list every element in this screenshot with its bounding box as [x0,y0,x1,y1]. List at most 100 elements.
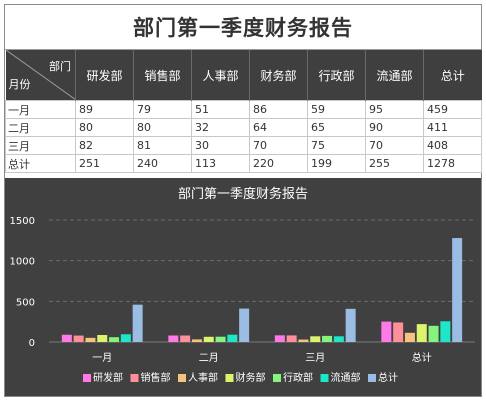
table-cell: 240 [133,154,192,173]
corner-label-month: 月份 [8,78,31,91]
table-cell: 82 [75,136,134,155]
bar [239,308,250,342]
table-cell: 86 [249,100,308,119]
table-row: 一月 89 79 51 86 59 95 459 [5,100,482,119]
bar [73,335,84,342]
y-tick-label: 1500 [10,216,35,227]
corner-label-department: 部门 [49,60,71,73]
table-cell: 95 [365,100,424,119]
table-cell: 220 [249,154,308,173]
bar [274,335,285,342]
bar [416,324,427,342]
bar [322,335,333,342]
legend-label: 行政部 [283,371,313,384]
table-header-row: 部门 月份 研发部 销售部 人事部 财务部 行政部 流通部 总计 [5,50,482,101]
bar [286,335,297,342]
legend-label: 销售部 [141,371,171,384]
legend-swatch [320,374,329,382]
table-cell: 65 [307,118,366,137]
column-header: 财务部 [249,50,308,101]
table-cell: 70 [365,136,424,155]
corner-diagonal [5,50,75,100]
bar [345,308,356,342]
x-category-label: 一月 [92,352,112,364]
row-label: 总计 [5,154,76,173]
y-tick-label: 0 [29,338,35,349]
bar [215,336,226,342]
table-cell: 251 [75,154,134,173]
bar [428,325,439,342]
row-label: 二月 [5,118,76,137]
table-cell: 1278 [423,154,482,173]
bar [120,334,131,342]
bar [132,304,143,342]
legend-label: 财务部 [236,371,266,384]
column-header: 人事部 [191,50,250,101]
table-cell: 408 [423,136,482,155]
bar [310,336,321,342]
table-cell: 89 [75,100,134,119]
column-header: 流通部 [365,50,424,101]
table-cell: 30 [191,136,250,155]
column-header: 行政部 [307,50,366,101]
table-row: 三月 82 81 30 70 75 70 408 [5,136,482,155]
table-cell: 59 [307,100,366,119]
bar [333,336,344,342]
legend-swatch [83,374,91,382]
chart-area: 部门第一季度财务报告 0 500 1000 1500 一月 二月 三月 总计 研发部 销售部 人事部财… [5,178,481,396]
legend-swatch [225,374,234,382]
table-cell: 51 [191,100,250,119]
table-cell: 113 [191,154,250,173]
x-category-label: 二月 [199,352,219,364]
legend-label: 研发部 [93,371,123,384]
column-header: 销售部 [133,50,192,101]
legend-swatch [130,374,139,382]
table-cell: 80 [133,118,192,137]
row-label: 一月 [5,100,76,119]
bar [180,335,191,342]
legend-label: 人事部 [188,371,218,384]
bar [85,337,96,342]
report-title-bar: 部门第一季度财务报告 [5,5,481,50]
column-header: 总计 [423,50,482,101]
bar [191,339,202,342]
report-frame: 部门第一季度财务报告 部门 月份 研发部 销售部 人事部 [4,4,482,397]
table-cell: 79 [133,100,192,119]
table-cell: 90 [365,118,424,137]
report-title: 部门第一季度财务报告 [133,16,353,40]
table-cell: 32 [191,118,250,137]
table-row: 二月 80 80 32 64 65 90 411 [5,118,482,137]
bar [393,322,404,342]
bar-chart: 部门第一季度财务报告050010001500一月 二月 三月 总计研发部 销售部 人事部财… [10,186,475,384]
bar [440,321,451,342]
table-cell: 199 [307,154,366,173]
table-cell: 459 [423,100,482,119]
x-category-label: 三月 [305,352,325,364]
legend-swatch [178,374,186,382]
table-cell: 80 [75,118,134,137]
legend-swatch [273,374,281,382]
table-cell: 255 [365,154,424,173]
bar [452,238,463,342]
table-row: 总计 251 240 113 220 199 255 1278 [5,154,482,173]
legend-label: 流通部 [331,371,361,384]
bar [203,336,214,342]
bar [227,334,238,342]
bar [109,337,120,342]
report-table: 部门 月份 研发部 销售部 人事部 财务部 行政部 流通部 总计 一月 89 7… [5,50,482,173]
row-label: 三月 [5,136,76,155]
y-tick-label: 500 [16,297,35,308]
column-header: 研发部 [75,50,134,101]
bar [97,335,108,342]
corner-header-cell: 部门 月份 [5,50,76,101]
y-tick-label: 1000 [10,257,35,268]
table-cell: 81 [133,136,192,155]
bar [404,332,415,342]
bar [168,335,179,342]
bar [61,334,72,342]
legend-label: 总计 [378,371,398,384]
table-cell: 70 [249,136,308,155]
legend-swatch [368,374,376,382]
table-cell: 75 [307,136,366,155]
x-category-label: 总计 [412,351,432,364]
